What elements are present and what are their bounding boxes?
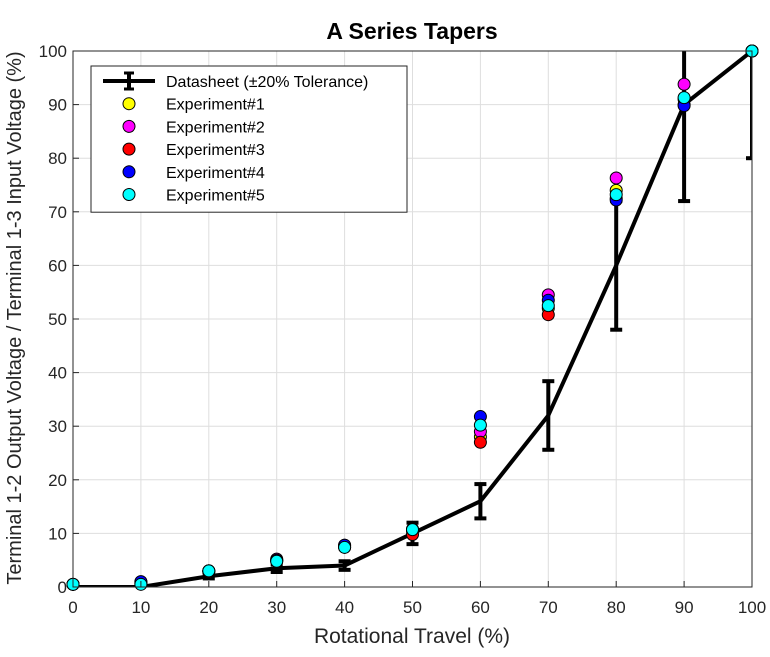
experiment-point: [473, 435, 487, 449]
y-tick-label: 60: [48, 256, 67, 275]
x-tick-label: 20: [199, 598, 218, 617]
experiment-point: [541, 299, 555, 313]
legend-box: [90, 65, 408, 213]
x-tick-label: 10: [131, 598, 150, 617]
legend-marker: [122, 119, 136, 133]
y-tick-label: 50: [48, 310, 67, 329]
experiment-point: [677, 91, 691, 105]
experiment-point: [473, 418, 487, 432]
experiment-point: [338, 540, 352, 554]
y-tick-label: 40: [48, 364, 67, 383]
y-tick-label: 20: [48, 471, 67, 490]
x-tick-label: 0: [68, 598, 77, 617]
experiment-point: [270, 554, 284, 568]
experiment-point: [609, 171, 623, 185]
x-tick-label: 30: [267, 598, 286, 617]
legend-label: Experiment#1: [166, 97, 265, 114]
y-tick-label: 80: [48, 149, 67, 168]
legend-marker: [122, 165, 136, 179]
legend: Datasheet (±20% Tolerance) Experiment#1 Ex…: [90, 65, 408, 213]
legend-label: Experiment#5: [166, 188, 265, 205]
legend-marker: [122, 142, 136, 156]
experiment-point: [609, 188, 623, 202]
legend-marker: [122, 97, 136, 111]
chart-title: A Series Tapers: [326, 18, 497, 44]
y-tick-label: 10: [48, 524, 67, 543]
x-tick-label: 40: [335, 598, 354, 617]
legend-marker: [122, 188, 136, 201]
x-axis-label: Rotational Travel (%): [314, 625, 510, 648]
y-tick-label: 0: [58, 578, 67, 597]
x-tick-label: 50: [403, 598, 422, 617]
experiment-point: [406, 523, 419, 537]
y-tick-label: 30: [48, 417, 67, 436]
y-tick-label: 70: [48, 203, 67, 222]
x-tick-label: 60: [471, 598, 490, 617]
legend-label: Experiment#2: [166, 119, 265, 136]
x-tick-label: 80: [607, 598, 626, 617]
x-tick-label: 100: [738, 598, 766, 617]
legend-label: Experiment#4: [166, 165, 265, 182]
legend-label: Datasheet (±20% Tolerance): [166, 74, 368, 91]
axis-ticks: 0 10 20 30 40 50 60 70 80 90 100 0 10 20 30 40 50 60 70 80 9…: [39, 42, 767, 617]
experiment-point: [202, 564, 216, 578]
experiment-point: [677, 77, 691, 91]
y-tick-label: 90: [48, 96, 67, 115]
legend-label: Experiment#3: [166, 142, 265, 159]
x-tick-label: 70: [539, 598, 558, 617]
y-tick-label: 100: [39, 42, 67, 61]
x-tick-label: 90: [675, 598, 694, 617]
y-axis-label: Terminal 1-2 Output Voltage / Terminal 1…: [4, 51, 26, 584]
